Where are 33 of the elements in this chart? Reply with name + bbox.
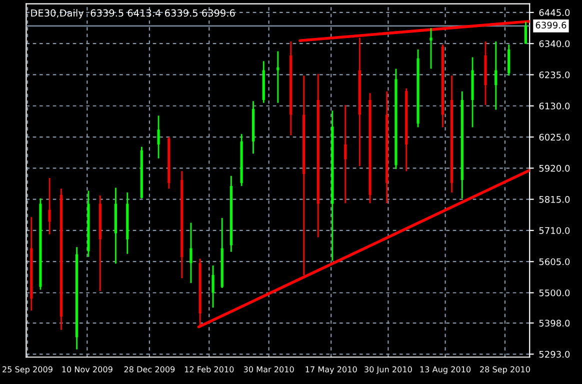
x-tick-label: 28 Dec 2009 [124, 366, 175, 372]
y-tick-label: 5710.0 [539, 227, 570, 234]
candlestick [494, 40, 498, 110]
candlestick [344, 104, 347, 204]
y-tick-label: 5293.0 [539, 350, 570, 358]
y-tick-label: 5605.0 [539, 258, 570, 266]
y-tick-label: 6130.0 [539, 102, 570, 110]
y-tick-label: 5398.0 [539, 320, 570, 327]
y-tick-label: 5920.0 [539, 164, 570, 172]
x-tick-label: 25 Sep 2009 [2, 366, 52, 374]
candlestick [48, 177, 51, 236]
y-tick-label: 6025.0 [539, 134, 570, 141]
candlestick [508, 44, 510, 76]
y-tick-label: 6235.0 [539, 71, 570, 78]
x-tick-label: 28 Sep 2010 [480, 366, 530, 374]
candlestick [430, 27, 432, 70]
x-tick-label: 13 Aug 2010 [420, 366, 471, 374]
x-tick-label: 30 Mar 2010 [244, 366, 294, 372]
candlestick [157, 114, 160, 160]
x-tick-label: 30 Jun 2010 [364, 366, 412, 374]
x-tick-label: 10 Nov 2009 [62, 366, 112, 372]
y-tick-label: 5500.0 [539, 289, 570, 296]
y-tick-label: 6445.0 [539, 9, 570, 16]
candlestick [276, 50, 280, 104]
x-tick-label: 17 May 2010 [306, 366, 357, 374]
text: DE30,Daily 6339.5 6413.4 6339.5 6399.6 [31, 9, 235, 19]
y-tick-label: 6340.0 [539, 40, 570, 48]
ref-line-label: 6399.6 [536, 22, 566, 29]
y-tick-label: 5815.0 [539, 196, 570, 203]
candlestick [212, 264, 214, 308]
x-tick-label: 12 Feb 2010 [184, 366, 234, 372]
candlestick [524, 21, 528, 44]
candlestick [190, 222, 192, 284]
